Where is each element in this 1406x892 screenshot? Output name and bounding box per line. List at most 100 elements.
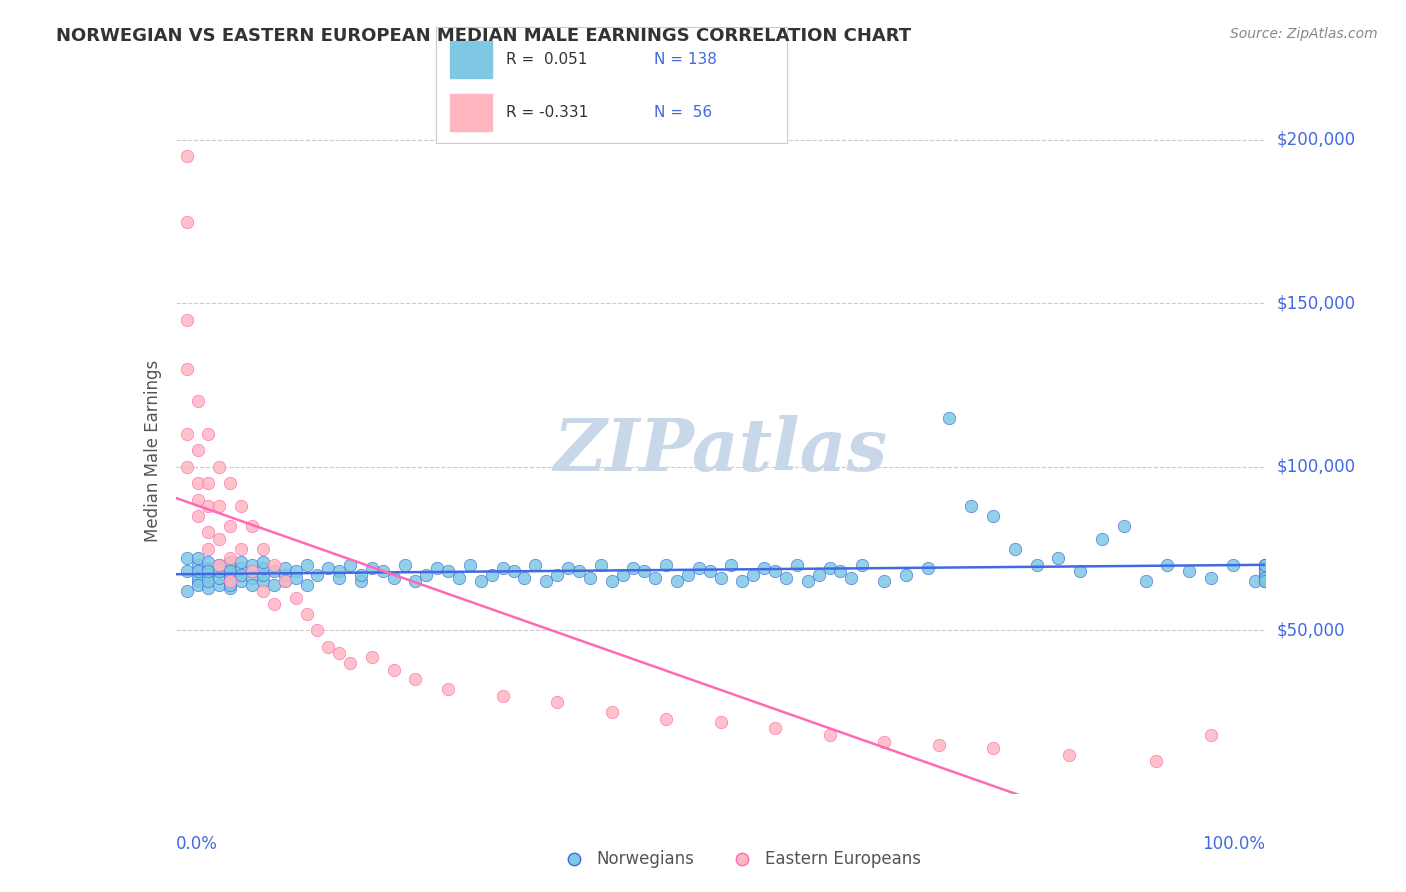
Point bbox=[219, 574, 242, 589]
Point bbox=[699, 565, 721, 579]
Point bbox=[818, 728, 841, 742]
Point bbox=[263, 565, 285, 579]
Point bbox=[742, 567, 765, 582]
Point bbox=[394, 558, 416, 572]
Point bbox=[666, 574, 689, 589]
Point bbox=[263, 558, 285, 572]
Point bbox=[197, 541, 219, 556]
Point bbox=[830, 565, 852, 579]
Point bbox=[197, 476, 219, 491]
Point bbox=[240, 577, 263, 591]
Point bbox=[731, 851, 754, 865]
Point bbox=[252, 555, 274, 569]
Point bbox=[579, 571, 602, 585]
Point bbox=[458, 558, 481, 572]
Point bbox=[361, 561, 384, 575]
Point bbox=[176, 361, 198, 376]
Point bbox=[621, 561, 644, 575]
Point bbox=[208, 558, 231, 572]
Point bbox=[176, 427, 198, 442]
Point bbox=[240, 565, 263, 579]
Point bbox=[252, 567, 274, 582]
Point bbox=[1254, 561, 1277, 575]
Point bbox=[197, 574, 219, 589]
Point bbox=[208, 459, 231, 474]
Point bbox=[1199, 571, 1222, 585]
Point bbox=[328, 646, 350, 660]
Point bbox=[176, 214, 198, 228]
Point bbox=[219, 476, 242, 491]
Point bbox=[710, 714, 733, 729]
Point bbox=[295, 577, 318, 591]
Text: N = 138: N = 138 bbox=[654, 52, 717, 67]
Point bbox=[197, 555, 219, 569]
Point bbox=[1146, 754, 1168, 768]
Point bbox=[676, 567, 699, 582]
Point bbox=[960, 499, 983, 513]
Point bbox=[1254, 571, 1277, 585]
Point bbox=[197, 525, 219, 540]
Point bbox=[1069, 565, 1091, 579]
Point bbox=[481, 567, 503, 582]
Point bbox=[252, 541, 274, 556]
Text: $150,000: $150,000 bbox=[1277, 294, 1355, 312]
Point bbox=[492, 561, 515, 575]
Point bbox=[208, 499, 231, 513]
Point bbox=[600, 705, 623, 719]
Point bbox=[219, 555, 242, 569]
Point bbox=[720, 558, 742, 572]
Point bbox=[361, 649, 384, 664]
Point bbox=[437, 682, 460, 697]
Point bbox=[546, 567, 568, 582]
Point bbox=[307, 567, 329, 582]
Point bbox=[894, 567, 917, 582]
Point bbox=[1254, 574, 1277, 589]
Point bbox=[873, 734, 896, 748]
Point bbox=[208, 558, 231, 572]
Point bbox=[274, 567, 297, 582]
Point bbox=[186, 565, 209, 579]
Point bbox=[447, 571, 470, 585]
Point bbox=[655, 558, 678, 572]
Point bbox=[197, 581, 219, 595]
Point bbox=[612, 567, 634, 582]
Point bbox=[350, 574, 373, 589]
Point bbox=[219, 571, 242, 585]
Point bbox=[219, 565, 242, 579]
Point bbox=[1254, 558, 1277, 572]
Point bbox=[502, 565, 524, 579]
Point bbox=[513, 571, 536, 585]
Text: 100.0%: 100.0% bbox=[1202, 835, 1265, 853]
Point bbox=[240, 518, 263, 533]
Point bbox=[1254, 558, 1277, 572]
Point bbox=[176, 312, 198, 326]
Point bbox=[981, 508, 1004, 523]
Point bbox=[219, 567, 242, 582]
Point bbox=[763, 565, 786, 579]
Point bbox=[534, 574, 557, 589]
Point bbox=[328, 571, 350, 585]
Point bbox=[186, 443, 209, 458]
Point bbox=[252, 561, 274, 575]
Point bbox=[176, 551, 198, 566]
Point bbox=[797, 574, 820, 589]
Point bbox=[928, 738, 950, 752]
Text: N =  56: N = 56 bbox=[654, 105, 711, 120]
Point bbox=[284, 571, 307, 585]
Point bbox=[851, 558, 873, 572]
Point bbox=[186, 476, 209, 491]
Point bbox=[1254, 574, 1277, 589]
Point bbox=[1156, 558, 1178, 572]
Point bbox=[371, 565, 394, 579]
Point bbox=[1254, 571, 1277, 585]
Point bbox=[208, 577, 231, 591]
Point bbox=[1004, 541, 1026, 556]
Point bbox=[1091, 532, 1114, 546]
Text: Eastern Europeans: Eastern Europeans bbox=[765, 849, 921, 868]
Point bbox=[186, 492, 209, 507]
Point bbox=[186, 551, 209, 566]
Point bbox=[1243, 574, 1265, 589]
Point bbox=[775, 571, 797, 585]
Point bbox=[240, 565, 263, 579]
Point bbox=[655, 712, 678, 726]
